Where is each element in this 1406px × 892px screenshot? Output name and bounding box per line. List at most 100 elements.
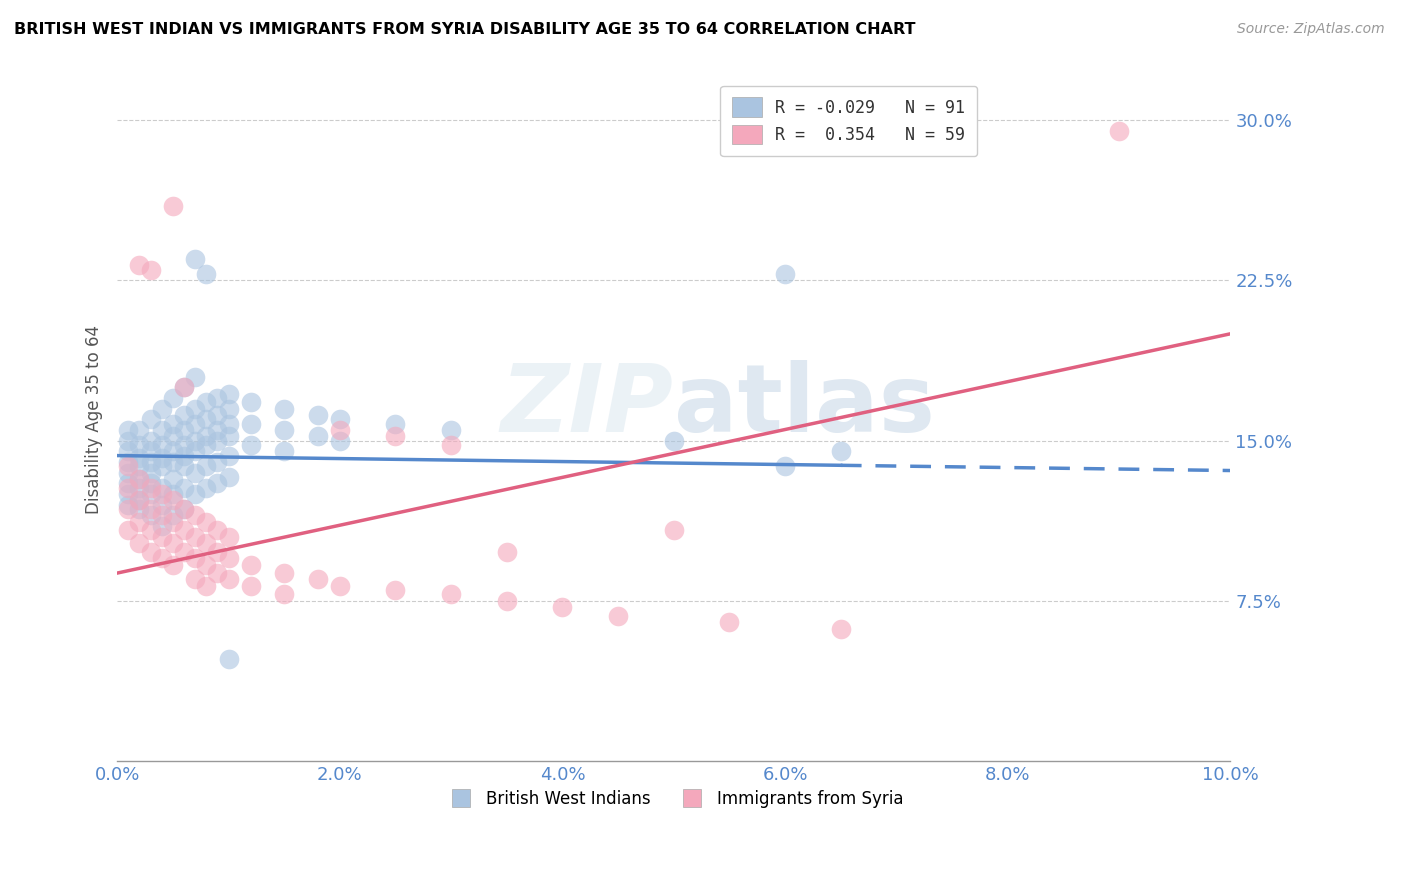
- Point: [139, 466, 162, 480]
- Point: [273, 587, 295, 601]
- Point: [162, 199, 184, 213]
- Point: [184, 252, 207, 266]
- Point: [329, 423, 352, 437]
- Point: [150, 450, 173, 465]
- Point: [162, 515, 184, 529]
- Point: [150, 498, 173, 512]
- Point: [218, 449, 240, 463]
- Point: [184, 369, 207, 384]
- Point: [184, 508, 207, 523]
- Point: [150, 551, 173, 566]
- Point: [184, 573, 207, 587]
- Point: [1108, 124, 1130, 138]
- Point: [440, 423, 463, 437]
- Point: [218, 429, 240, 443]
- Point: [207, 408, 229, 422]
- Point: [117, 466, 139, 480]
- Point: [128, 536, 150, 550]
- Point: [173, 481, 195, 495]
- Point: [195, 267, 218, 281]
- Point: [162, 558, 184, 572]
- Point: [150, 481, 173, 495]
- Point: [173, 502, 195, 516]
- Point: [173, 502, 195, 516]
- Point: [195, 558, 218, 572]
- Point: [139, 502, 162, 516]
- Point: [662, 434, 685, 448]
- Point: [239, 558, 262, 572]
- Point: [128, 423, 150, 437]
- Text: atlas: atlas: [673, 359, 935, 451]
- Point: [162, 472, 184, 486]
- Point: [239, 438, 262, 452]
- Point: [384, 429, 406, 443]
- Point: [173, 524, 195, 538]
- Point: [239, 395, 262, 409]
- Legend: British West Indians, Immigrants from Syria: British West Indians, Immigrants from Sy…: [437, 783, 910, 814]
- Point: [162, 493, 184, 508]
- Point: [239, 579, 262, 593]
- Point: [195, 429, 218, 443]
- Point: [128, 515, 150, 529]
- Point: [139, 455, 162, 469]
- Point: [128, 481, 150, 495]
- Point: [218, 530, 240, 544]
- Point: [162, 508, 184, 523]
- Point: [195, 481, 218, 495]
- Point: [718, 615, 741, 630]
- Point: [128, 438, 150, 452]
- Point: [218, 417, 240, 431]
- Point: [117, 502, 139, 516]
- Point: [384, 583, 406, 598]
- Point: [117, 455, 139, 469]
- Point: [162, 455, 184, 469]
- Point: [184, 551, 207, 566]
- Point: [273, 444, 295, 458]
- Point: [173, 380, 195, 394]
- Point: [139, 444, 162, 458]
- Point: [440, 438, 463, 452]
- Point: [207, 455, 229, 469]
- Point: [139, 524, 162, 538]
- Point: [773, 459, 796, 474]
- Point: [117, 423, 139, 437]
- Text: ZIP: ZIP: [501, 359, 673, 451]
- Point: [329, 412, 352, 426]
- Point: [173, 438, 195, 452]
- Point: [162, 391, 184, 405]
- Point: [150, 438, 173, 452]
- Point: [195, 438, 218, 452]
- Point: [184, 487, 207, 501]
- Point: [162, 417, 184, 431]
- Point: [184, 401, 207, 416]
- Point: [139, 481, 162, 495]
- Point: [139, 434, 162, 448]
- Text: BRITISH WEST INDIAN VS IMMIGRANTS FROM SYRIA DISABILITY AGE 35 TO 64 CORRELATION: BRITISH WEST INDIAN VS IMMIGRANTS FROM S…: [14, 22, 915, 37]
- Point: [307, 429, 329, 443]
- Point: [495, 594, 517, 608]
- Point: [162, 444, 184, 458]
- Point: [139, 262, 162, 277]
- Point: [607, 608, 630, 623]
- Point: [128, 259, 150, 273]
- Point: [139, 545, 162, 559]
- Point: [128, 472, 150, 486]
- Point: [195, 536, 218, 550]
- Point: [830, 622, 852, 636]
- Point: [195, 395, 218, 409]
- Point: [162, 429, 184, 443]
- Point: [173, 423, 195, 437]
- Point: [128, 472, 150, 486]
- Point: [207, 476, 229, 491]
- Point: [128, 493, 150, 508]
- Point: [195, 515, 218, 529]
- Point: [128, 450, 150, 465]
- Point: [207, 566, 229, 580]
- Point: [139, 476, 162, 491]
- Point: [139, 412, 162, 426]
- Point: [117, 459, 139, 474]
- Point: [184, 434, 207, 448]
- Point: [150, 519, 173, 533]
- Point: [184, 466, 207, 480]
- Point: [173, 459, 195, 474]
